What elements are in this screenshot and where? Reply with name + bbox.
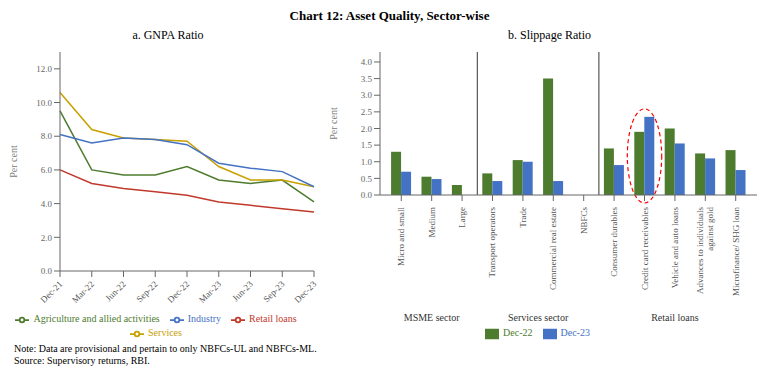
svg-text:Per cent: Per cent (8, 145, 19, 178)
svg-text:Transport operators: Transport operators (487, 207, 497, 278)
html-text:Note: Data are provisional and: Note: Data are provisional and pertain t… (14, 343, 317, 354)
svg-text:6.0: 6.0 (41, 165, 53, 175)
svg-text:Jun-23: Jun-23 (230, 279, 255, 304)
svg-text:0.5: 0.5 (361, 174, 373, 184)
svg-text:8.0: 8.0 (41, 131, 53, 141)
svg-text:Dec-22: Dec-22 (165, 279, 191, 305)
svg-text:Microfinance/ SHG loan: Microfinance/ SHG loan (731, 207, 741, 296)
svg-text:Consumer durables: Consumer durables (609, 207, 619, 277)
svg-text:3.5: 3.5 (361, 74, 373, 84)
svg-text:Dec-23: Dec-23 (292, 279, 318, 305)
svg-text:Sep-22: Sep-22 (134, 279, 159, 304)
html-text:Services: Services (148, 327, 182, 339)
svg-text:NBFCs: NBFCs (579, 207, 589, 235)
svg-text:1.0: 1.0 (361, 157, 373, 167)
html-text:Agriculture and allied activit: Agriculture and allied activities (33, 313, 160, 325)
svg-text:0.0: 0.0 (361, 190, 373, 200)
svg-text:10.0: 10.0 (36, 98, 52, 108)
svg-text:Mar-23: Mar-23 (197, 279, 223, 305)
svg-text:MSME sector: MSME sector (404, 312, 461, 323)
svg-text:12.0: 12.0 (36, 64, 52, 74)
svg-text:Jun-22: Jun-22 (103, 279, 127, 303)
html-text:Dec-22: Dec-22 (503, 327, 533, 339)
html-text:b. Slippage Ratio: b. Slippage Ratio (508, 28, 591, 42)
svg-text:4.0: 4.0 (361, 57, 373, 67)
html-text:Retail loans: Retail loans (249, 313, 297, 325)
svg-text:Credit card receivables: Credit card receivables (640, 207, 650, 290)
svg-text:Medium: Medium (427, 207, 437, 238)
svg-text:Large: Large (457, 207, 467, 228)
html-text:Industry: Industry (187, 313, 222, 325)
svg-text:0.0: 0.0 (41, 266, 53, 276)
svg-text:Commercial real estate: Commercial real estate (548, 207, 558, 290)
html-text:Source: Supervisory returns, R: Source: Supervisory returns, RBI. (14, 355, 150, 366)
svg-text:Retail loans: Retail loans (651, 312, 699, 323)
svg-text:Advances to individualsagainst: Advances to individualsagainst gold (695, 207, 715, 294)
svg-text:Vehicle and auto loans: Vehicle and auto loans (670, 207, 680, 289)
svg-text:Dec-21: Dec-21 (38, 279, 64, 305)
svg-text:3.0: 3.0 (361, 90, 373, 100)
svg-text:Services sector: Services sector (508, 312, 569, 323)
svg-text:2.5: 2.5 (361, 107, 373, 117)
svg-text:Micro and small: Micro and small (396, 207, 406, 266)
svg-text:Sep-23: Sep-23 (261, 279, 286, 304)
html-text:a. GNPA Ratio: a. GNPA Ratio (132, 28, 204, 42)
html-text:Chart 12: Asset Quality, Secto: Chart 12: Asset Quality, Sector-wise (289, 8, 490, 23)
svg-text:4.0: 4.0 (41, 199, 53, 209)
svg-text:Trade: Trade (518, 207, 528, 228)
svg-text:Per cent: Per cent (328, 107, 339, 140)
svg-text:Mar-22: Mar-22 (70, 279, 96, 305)
svg-text:1.5: 1.5 (361, 140, 373, 150)
html-text:Dec-23: Dec-23 (560, 327, 590, 339)
svg-text:2.0: 2.0 (361, 124, 373, 134)
svg-text:2.0: 2.0 (41, 233, 53, 243)
